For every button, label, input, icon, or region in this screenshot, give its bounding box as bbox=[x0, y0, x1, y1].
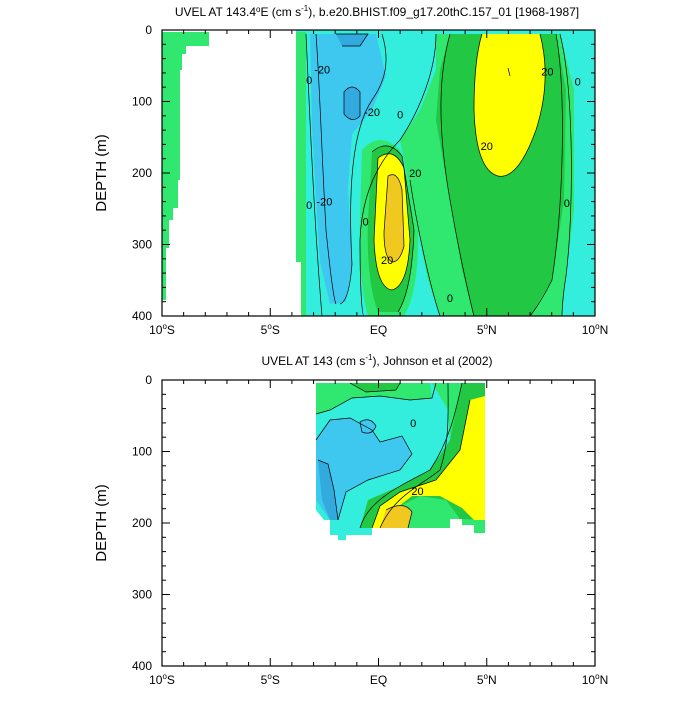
y-tick-label: 300 bbox=[132, 238, 152, 252]
model-y-axis-label: DEPTH (m) bbox=[93, 134, 110, 212]
y-tick-label: 100 bbox=[132, 95, 152, 109]
observation-panel-title: UVEL AT 143 (cm s-1), Johnson et al (200… bbox=[261, 353, 492, 368]
x-tick-label: 5oN bbox=[477, 672, 497, 687]
contour-label: 0 bbox=[306, 75, 312, 87]
contour-label: 20 bbox=[541, 66, 553, 78]
model-panel: UVEL AT 143.4oE (cm s-1), b.e20.BHIST.f0… bbox=[93, 4, 608, 337]
y-tick-label: 400 bbox=[132, 309, 152, 323]
contour-label: 20 bbox=[409, 168, 421, 180]
x-tick-label: 10oN bbox=[582, 322, 608, 337]
y-tick-label: 400 bbox=[132, 659, 152, 673]
y-tick-label: 100 bbox=[132, 445, 152, 459]
x-tick-label: EQ bbox=[370, 673, 387, 687]
y-tick-label: 200 bbox=[132, 516, 152, 530]
model-contour-lines bbox=[305, 33, 572, 317]
contour-label: 0 bbox=[306, 200, 312, 212]
y-tick-label: 0 bbox=[145, 23, 152, 37]
y-tick-label: 200 bbox=[132, 166, 152, 180]
observation-panel: UVEL AT 143 (cm s-1), Johnson et al (200… bbox=[93, 353, 608, 687]
observation-contour-fill bbox=[162, 380, 595, 666]
contour-label: 0 bbox=[575, 76, 581, 88]
x-tick-label: EQ bbox=[370, 323, 387, 337]
x-tick-label: 10oS bbox=[149, 672, 175, 687]
contour-label: 0 bbox=[564, 198, 570, 210]
contour-label: 0 bbox=[362, 217, 368, 229]
x-tick-label: 5oS bbox=[261, 672, 280, 687]
contour-label: 0 bbox=[447, 293, 453, 305]
x-tick-label: 10oS bbox=[149, 322, 175, 337]
model-panel-title: UVEL AT 143.4oE (cm s-1), b.e20.BHIST.f0… bbox=[175, 4, 579, 19]
contour-label: 0 bbox=[410, 418, 416, 430]
observation-y-axis-label: DEPTH (m) bbox=[93, 484, 110, 562]
x-tick-label: 5oS bbox=[261, 322, 280, 337]
observation-contour-labels: 0 20 bbox=[410, 418, 424, 498]
contour-label: 20 bbox=[411, 486, 423, 498]
x-tick-label: 5oN bbox=[477, 322, 497, 337]
contour-label: 20 bbox=[381, 255, 393, 267]
contour-label: -20 bbox=[316, 197, 332, 209]
y-tick-label: 0 bbox=[145, 373, 152, 387]
contour-label: 0 bbox=[397, 109, 403, 121]
contour-label: 20 bbox=[481, 141, 493, 153]
contour-label: -20 bbox=[314, 64, 330, 76]
observation-contour-lines bbox=[315, 382, 471, 529]
y-tick-label: 300 bbox=[132, 588, 152, 602]
contour-label: -20 bbox=[364, 107, 380, 119]
x-tick-label: 10oN bbox=[582, 672, 608, 687]
